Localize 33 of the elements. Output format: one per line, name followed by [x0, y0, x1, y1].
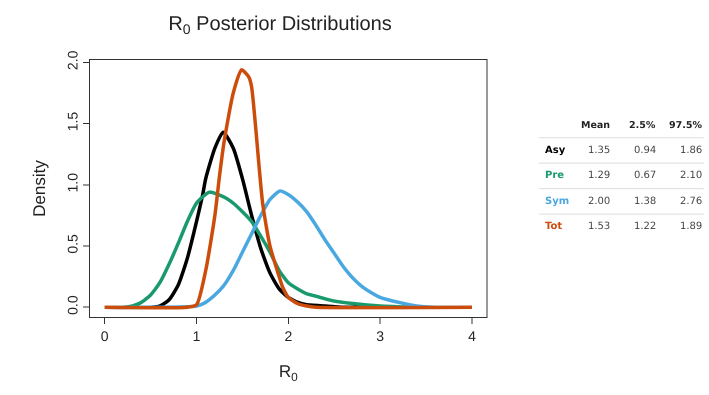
- text: 0.67: [634, 170, 656, 181]
- x-tick-label: 4: [468, 328, 476, 344]
- text: 2.10: [680, 170, 702, 181]
- x-axis-title: R$_{0}$: [278, 362, 298, 384]
- y-tick-label: 0.0: [64, 295, 80, 315]
- text: 1.86: [680, 145, 702, 156]
- text: Mean: [581, 120, 610, 131]
- text: Tot: [545, 221, 562, 232]
- text: 1.53: [588, 221, 610, 232]
- text: Sym: [545, 196, 570, 207]
- y-axis-title: Density: [30, 160, 49, 217]
- y-tick-label: 0.5: [64, 234, 80, 254]
- text: 2.5%: [629, 120, 656, 131]
- x-tick-label: 1: [192, 328, 201, 344]
- text: 2.76: [680, 196, 702, 207]
- y-tick-label: 1.5: [64, 112, 80, 132]
- text: 1.38: [634, 196, 656, 207]
- x-tick-label: 2: [284, 328, 292, 344]
- text: 1.22: [634, 221, 656, 232]
- text: 97.5%: [669, 120, 702, 131]
- text: 1.29: [588, 170, 610, 181]
- text: Asy: [545, 145, 566, 156]
- text: 1.89: [680, 221, 702, 232]
- y-tick-label: 2.0: [64, 50, 80, 70]
- text: 0.94: [634, 145, 656, 156]
- text: 1.35: [588, 145, 610, 156]
- text: 2.00: [588, 196, 610, 207]
- line-series: [102, 68, 474, 310]
- y-tick-label: 1.0: [64, 172, 80, 192]
- x-tick-label: 3: [376, 328, 384, 344]
- chart-title: R$_{0}$ Posterior Distributions: [168, 12, 392, 37]
- x-tick-label: 0: [100, 328, 109, 344]
- text: Pre: [545, 170, 564, 181]
